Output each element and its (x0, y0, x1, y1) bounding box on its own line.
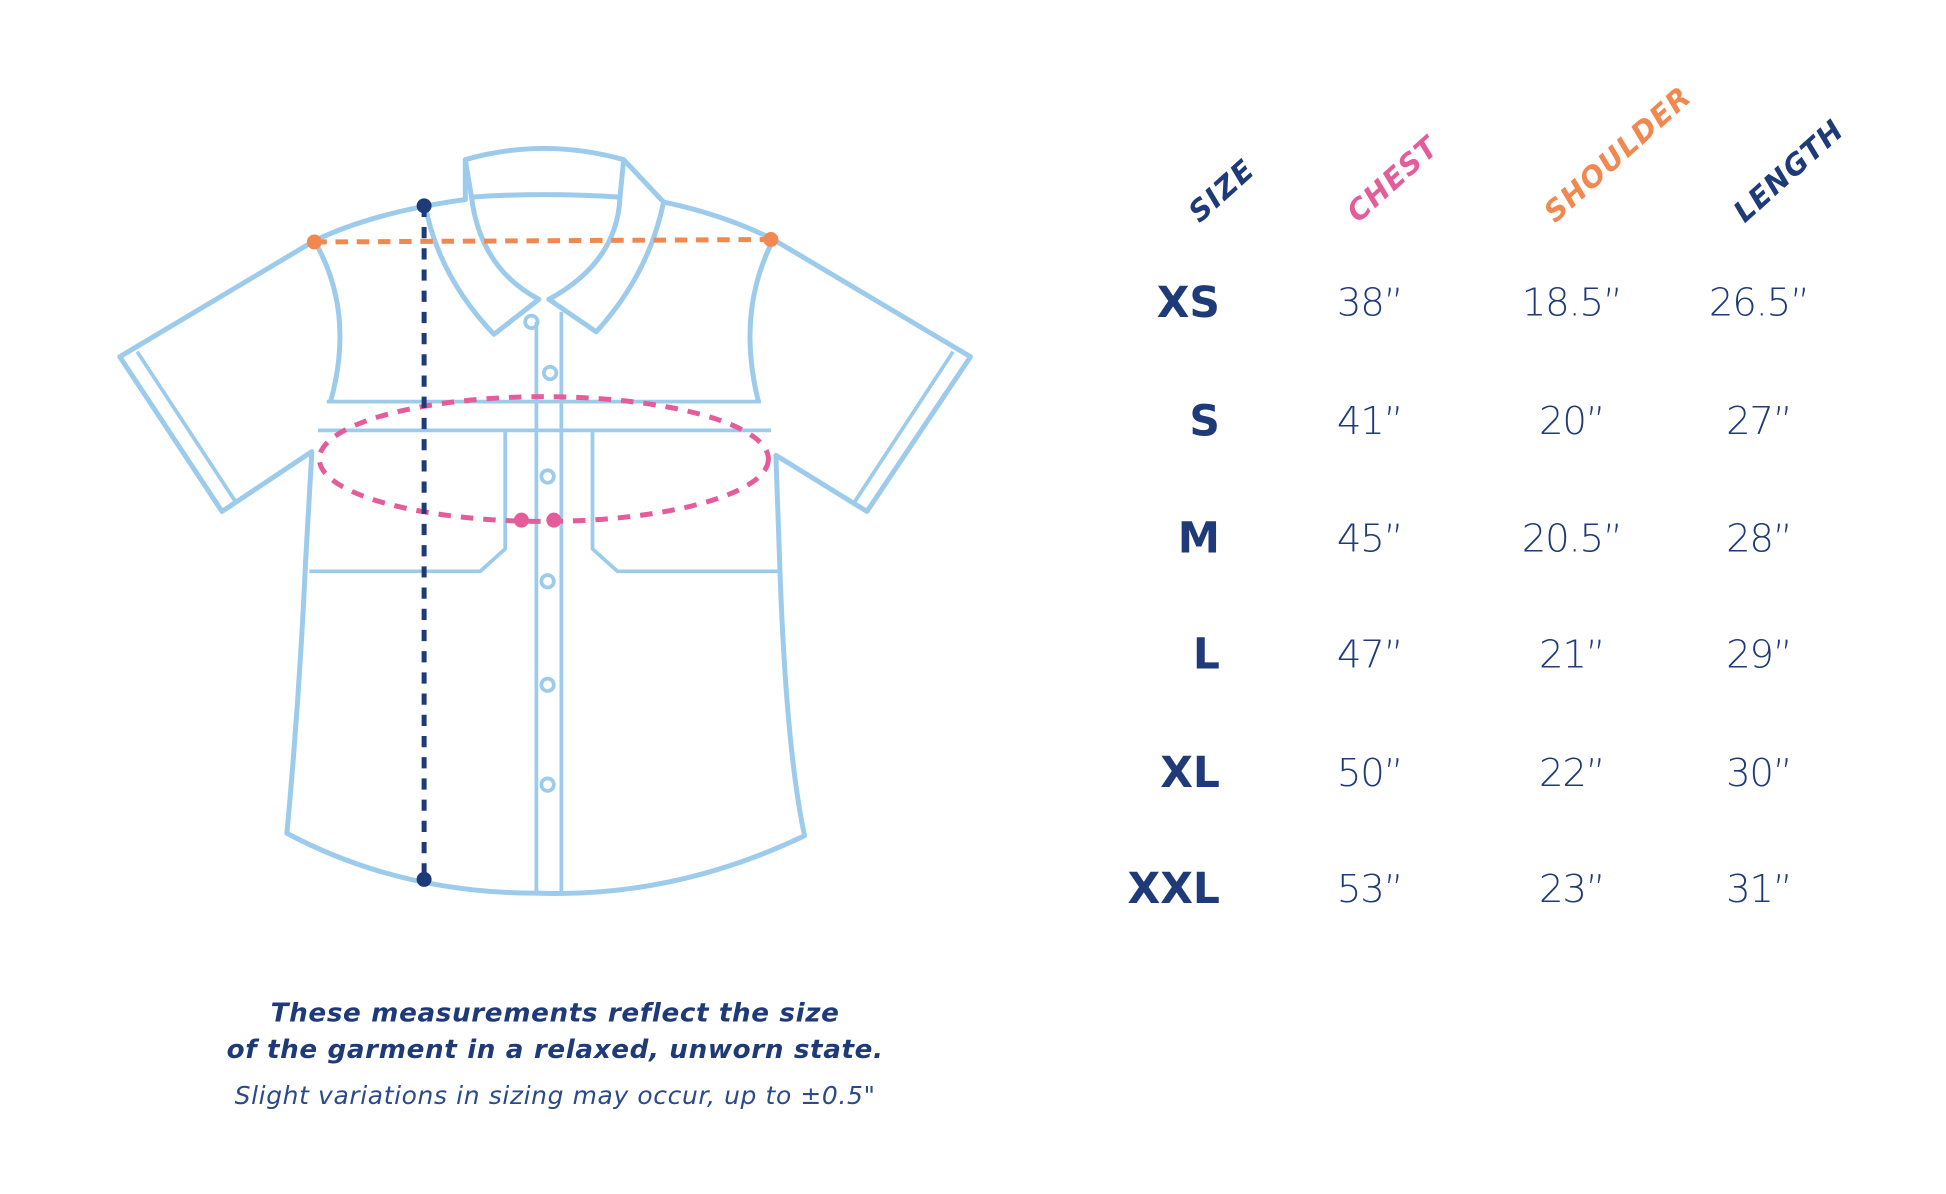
length-value: 26.5” (1708, 280, 1810, 326)
shoulder-measure-line (306, 232, 779, 250)
length-value: 28” (1726, 516, 1793, 562)
buttons (523, 313, 559, 793)
size-label: XXL (1127, 864, 1220, 915)
shoulder-value: 21” (1538, 632, 1606, 678)
length-value: 30” (1726, 750, 1793, 796)
chest-value: 41” (1336, 399, 1404, 445)
length-measure-line (416, 198, 432, 887)
length-value: 31” (1726, 866, 1793, 912)
chest-measure-line (316, 394, 771, 528)
chest-value: 50” (1336, 750, 1404, 796)
chest-value: 38” (1336, 280, 1404, 326)
size-label: L (1192, 629, 1220, 680)
shoulder-value: 20.5” (1521, 516, 1623, 562)
length-value: 29” (1726, 632, 1793, 678)
caption-note: Slight variations in sizing may occur, u… (234, 1080, 876, 1111)
shoulder-value: 23” (1538, 866, 1606, 912)
caption-line-2: of the garment in a relaxed, unworn stat… (226, 1034, 884, 1065)
chest-value: 45” (1336, 516, 1404, 562)
length-value: 27” (1726, 399, 1793, 445)
size-label: XS (1156, 278, 1220, 329)
size-label: M (1177, 513, 1220, 564)
shirt-outline (117, 146, 973, 896)
shoulder-value: 20” (1538, 399, 1606, 445)
size-label: S (1189, 396, 1220, 447)
shoulder-value: 18.5” (1521, 280, 1623, 326)
shoulder-value: 22” (1538, 750, 1606, 796)
caption-line-1: These measurements reflect the size (270, 997, 840, 1028)
size-label: XL (1160, 748, 1220, 799)
chest-value: 47” (1336, 632, 1404, 678)
chest-value: 53” (1336, 866, 1404, 912)
